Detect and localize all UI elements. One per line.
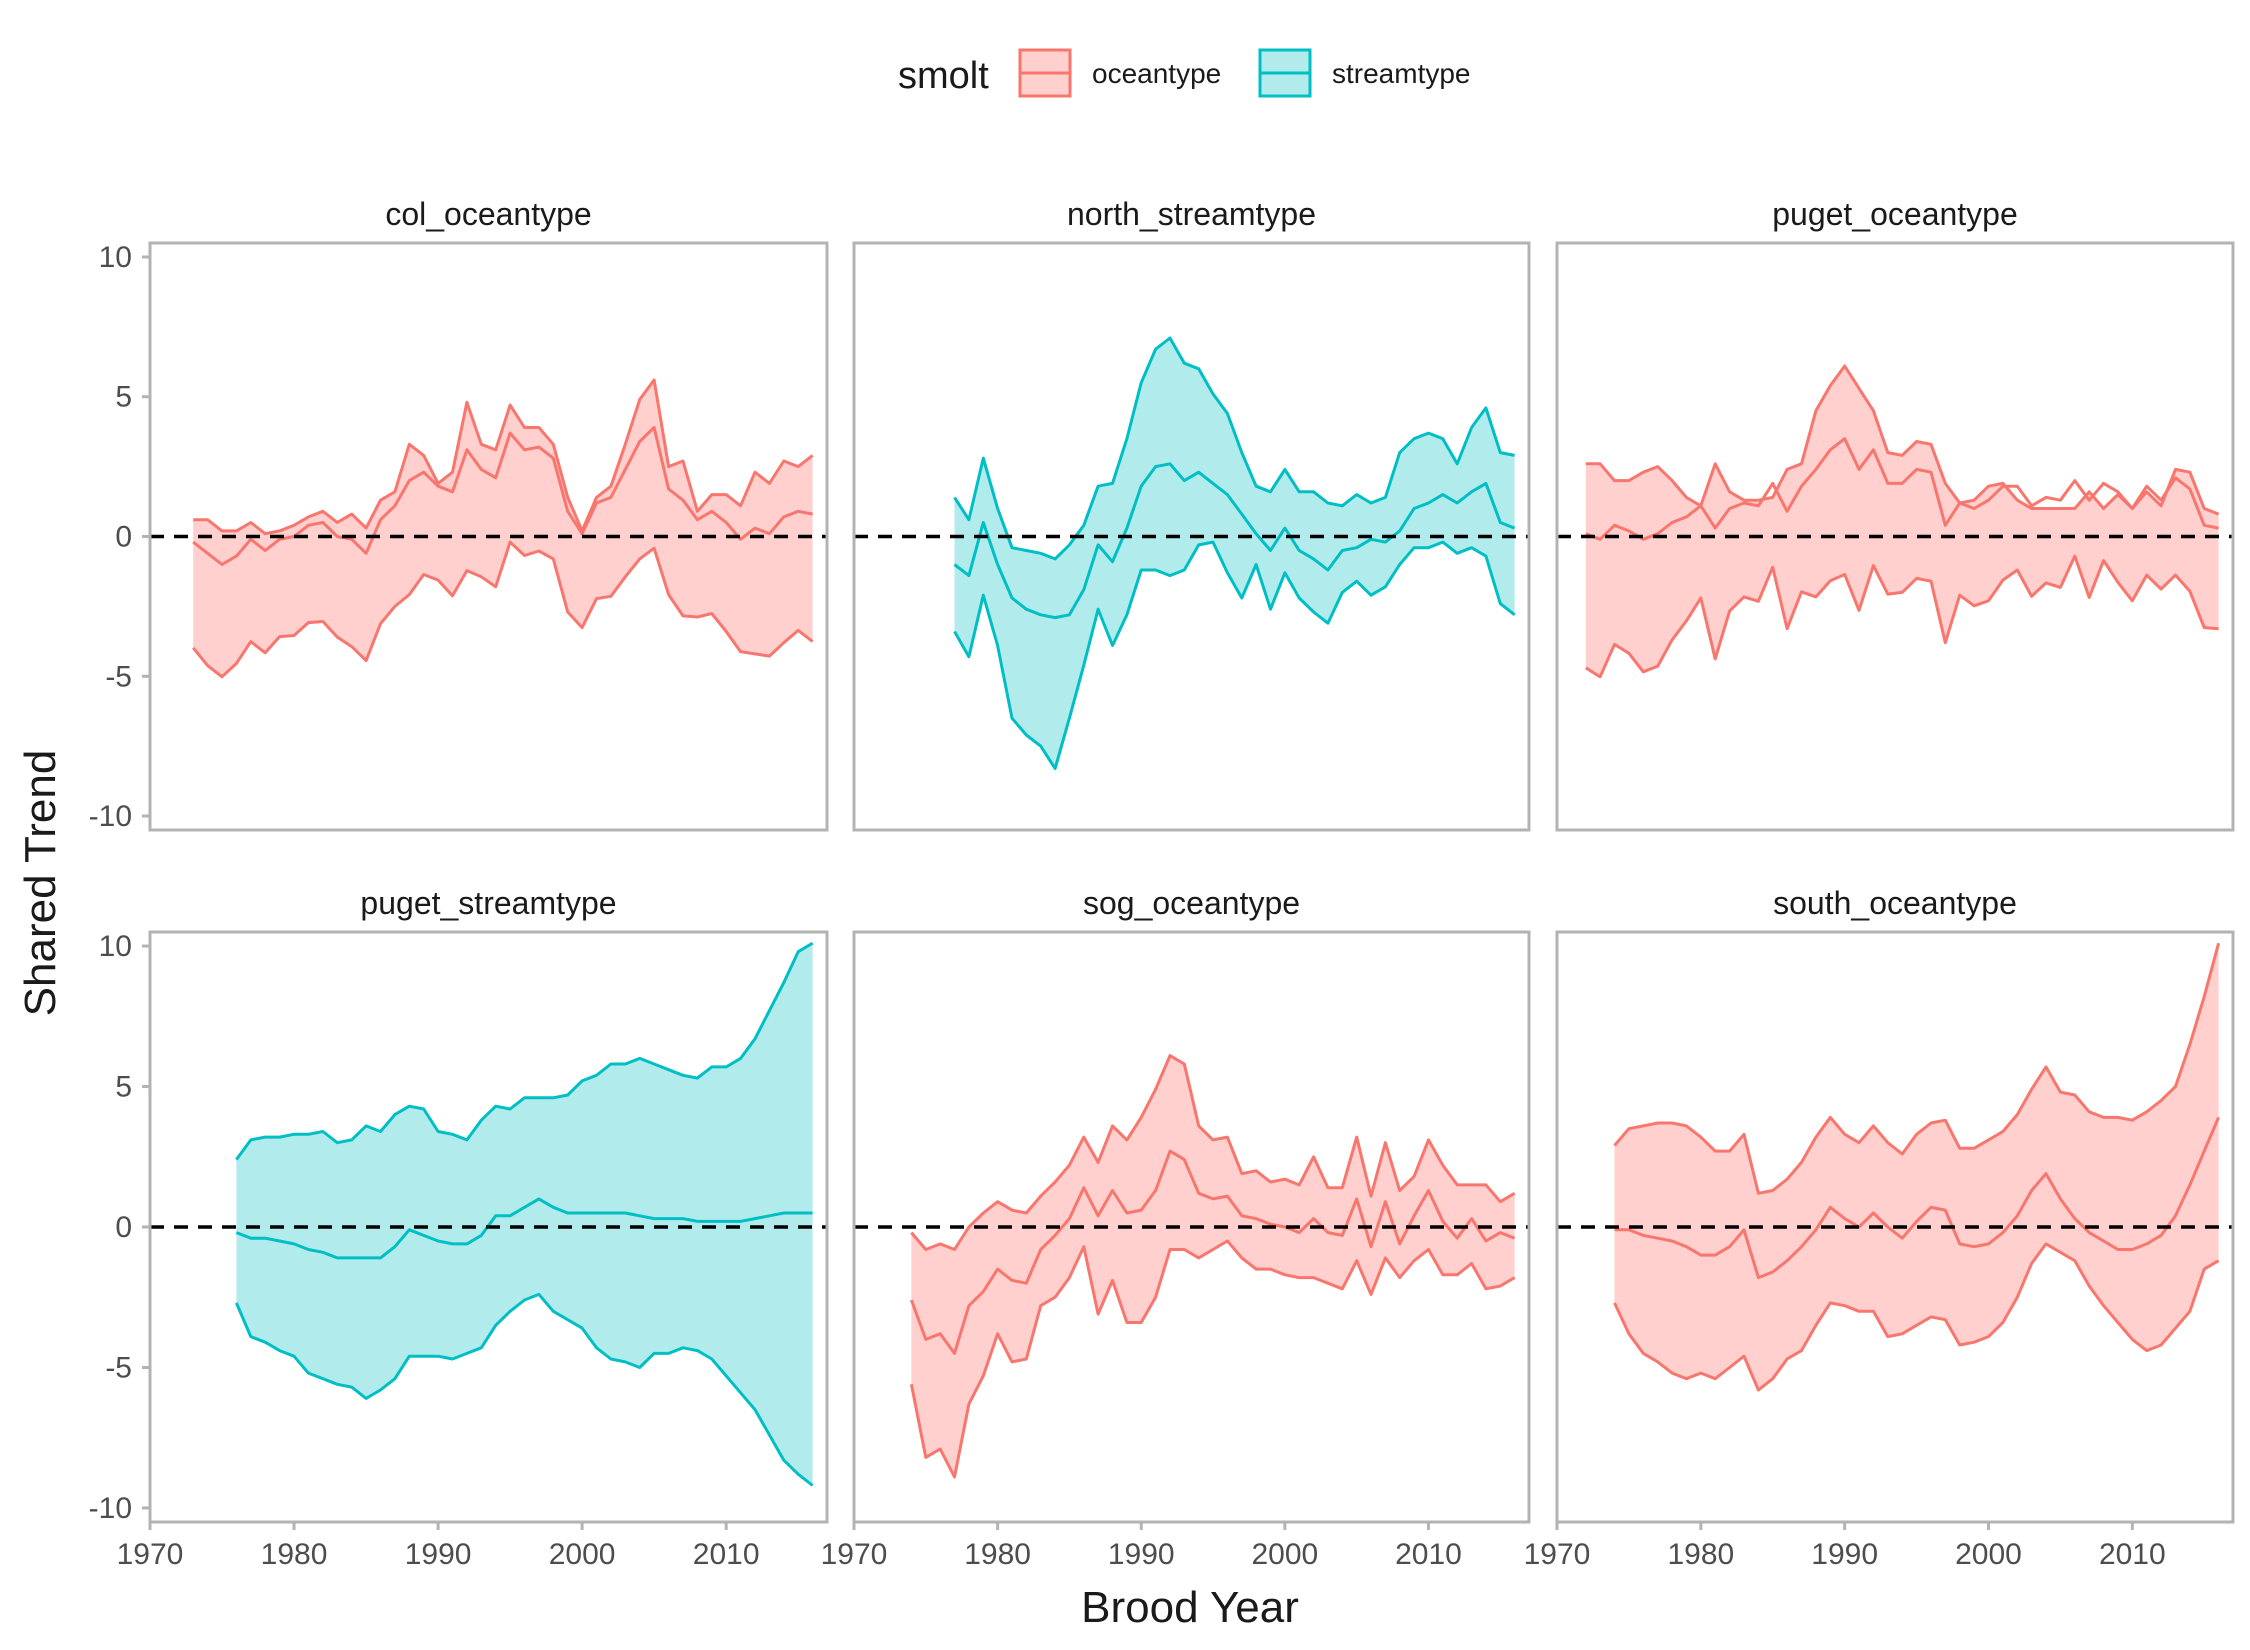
ribbon bbox=[193, 380, 813, 677]
ribbon bbox=[236, 943, 813, 1486]
x-tick-label: 2010 bbox=[693, 1538, 760, 1571]
y-tick-label: -10 bbox=[89, 800, 132, 833]
x-tick-label: 2010 bbox=[2099, 1538, 2166, 1571]
legend: smolt oceantype streamtype bbox=[898, 48, 1471, 98]
lower-line bbox=[953, 540, 1516, 770]
lower-line bbox=[1585, 554, 2219, 679]
panel-north_streamtype: north_streamtype bbox=[852, 196, 1531, 832]
y-tick-label: 5 bbox=[115, 381, 132, 414]
panel-title: sog_oceantype bbox=[1083, 885, 1300, 921]
estimate-line bbox=[1614, 1116, 2220, 1280]
panel-col_oceantype: col_oceantype -10 -5 0 5 10 bbox=[89, 196, 829, 833]
panel-title: col_oceantype bbox=[385, 196, 591, 232]
panel-south_oceantype: south_oceantype 1970 1980 1990 2000 2010 bbox=[1524, 885, 2235, 1571]
x-tick-label: 1970 bbox=[821, 1538, 888, 1571]
panel-sog_oceantype: sog_oceantype 1970 1980 1990 2000 2010 bbox=[821, 885, 1531, 1571]
x-tick-label: 1980 bbox=[261, 1538, 328, 1571]
estimate-line bbox=[235, 1197, 813, 1260]
y-tick-label: -5 bbox=[105, 1351, 132, 1384]
estimate-line bbox=[192, 426, 813, 566]
ribbon bbox=[1585, 366, 2219, 677]
y-tick-label: 0 bbox=[115, 521, 132, 554]
y-tick-label: -10 bbox=[89, 1492, 132, 1525]
x-tick-label: 1970 bbox=[117, 1538, 184, 1571]
panel-title: north_streamtype bbox=[1067, 196, 1316, 232]
x-tick-label: 1980 bbox=[1667, 1538, 1734, 1571]
y-axis-title: Shared Trend bbox=[16, 750, 65, 1017]
lower-line bbox=[192, 540, 814, 679]
x-tick-label: 1990 bbox=[1108, 1538, 1175, 1571]
x-tick-label: 2000 bbox=[549, 1538, 616, 1571]
upper-line bbox=[1613, 942, 2221, 1195]
estimate-line bbox=[1585, 437, 2219, 541]
x-tick-label: 1970 bbox=[1524, 1538, 1591, 1571]
legend-label-streamtype: streamtype bbox=[1332, 58, 1471, 89]
x-tick-label: 2010 bbox=[1395, 1538, 1462, 1571]
panel-border bbox=[852, 241, 1531, 832]
x-tick-label: 2000 bbox=[1251, 1538, 1318, 1571]
upper-line bbox=[1585, 364, 2220, 516]
upper-line bbox=[235, 941, 814, 1161]
ribbon bbox=[954, 338, 1515, 769]
upper-line bbox=[953, 336, 1515, 561]
panel-puget_oceantype: puget_oceantype bbox=[1555, 196, 2235, 832]
ribbon bbox=[911, 1055, 1515, 1477]
lower-line bbox=[1613, 1242, 2220, 1392]
x-tick-label: 1990 bbox=[405, 1538, 472, 1571]
panel-border bbox=[852, 930, 1531, 1524]
y-tick-label: 0 bbox=[115, 1211, 132, 1244]
y-tick-label: 10 bbox=[99, 241, 132, 274]
estimate-line bbox=[953, 462, 1516, 620]
y-tick-label: 10 bbox=[99, 930, 132, 963]
legend-title: smolt bbox=[898, 55, 989, 97]
upper-line bbox=[910, 1054, 1516, 1251]
y-tick-label: -5 bbox=[105, 660, 132, 693]
x-tick-label: 2000 bbox=[1955, 1538, 2022, 1571]
panel-puget_streamtype: puget_streamtype -10 -5 0 5 10 1970 1980 1990 200… bbox=[89, 885, 829, 1571]
panel-border bbox=[1555, 241, 2235, 832]
estimate-line bbox=[909, 1149, 1516, 1355]
x-tick-label: 1980 bbox=[964, 1538, 1031, 1571]
ribbon bbox=[1614, 943, 2219, 1390]
y-tick-label: 5 bbox=[115, 1071, 132, 1104]
upper-line bbox=[193, 378, 814, 536]
panel-title: puget_oceantype bbox=[1772, 196, 2018, 232]
lower-line bbox=[235, 1292, 814, 1487]
lower-line bbox=[909, 1239, 1516, 1479]
x-tick-label: 1990 bbox=[1811, 1538, 1878, 1571]
panel-border bbox=[1555, 930, 2235, 1524]
x-axis-title: Brood Year bbox=[1081, 1583, 1299, 1632]
panel-title: south_oceantype bbox=[1773, 885, 2017, 921]
panel-title: puget_streamtype bbox=[360, 885, 616, 921]
legend-label-oceantype: oceantype bbox=[1092, 58, 1221, 89]
